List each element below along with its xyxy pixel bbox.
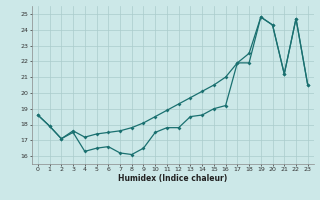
- X-axis label: Humidex (Indice chaleur): Humidex (Indice chaleur): [118, 174, 228, 183]
